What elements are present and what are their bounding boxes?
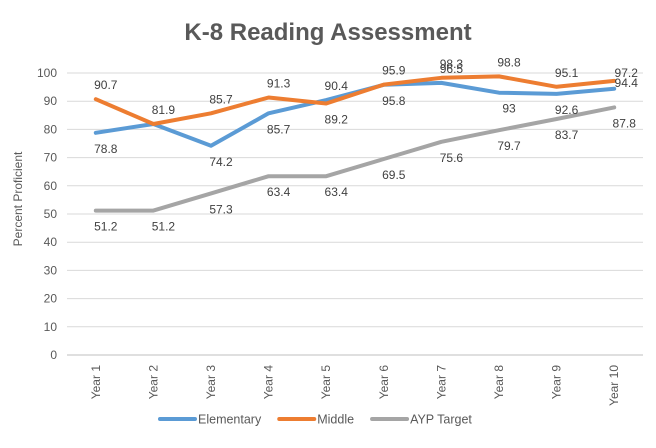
data-label-ayp-target: 69.5	[382, 168, 406, 182]
y-tick-label: 90	[44, 94, 58, 108]
x-tick-label: Year 5	[319, 365, 333, 400]
data-label-middle: 89.2	[325, 112, 349, 126]
data-label-elementary: 93	[502, 102, 516, 116]
data-label-elementary: 92.6	[555, 103, 579, 117]
data-label-elementary: 95.8	[382, 94, 406, 108]
y-tick-label: 0	[50, 348, 57, 362]
y-tick-label: 30	[44, 263, 58, 277]
data-label-ayp-target: 83.7	[555, 128, 579, 142]
y-tick-label: 40	[44, 235, 58, 249]
legend-label-elementary: Elementary	[198, 413, 262, 427]
data-label-ayp-target: 75.6	[440, 151, 464, 165]
data-label-ayp-target: 57.3	[209, 202, 233, 216]
data-label-ayp-target: 51.2	[152, 220, 176, 234]
data-label-elementary: 94.4	[615, 76, 639, 90]
data-label-elementary: 74.2	[209, 155, 233, 169]
series-line-middle	[93, 74, 617, 126]
x-axis-ticks: Year 1 Year 2 Year 3 Year 4 Year 5 Year 6 Year…	[89, 365, 621, 406]
data-label-ayp-target: 63.4	[325, 185, 349, 199]
data-label-elementary: 78.8	[94, 142, 118, 156]
data-label-elementary: 96.5	[440, 62, 464, 76]
y-tick-label: 100	[37, 66, 57, 80]
y-tick-label: 80	[44, 122, 58, 136]
y-axis-ticks: 0 10 20 30 40 50 60 70 80 90 100	[37, 66, 57, 362]
y-tick-label: 60	[44, 179, 58, 193]
data-label-middle: 97.2	[615, 66, 639, 80]
x-tick-label: Year 9	[550, 365, 564, 400]
data-label-middle: 95.9	[382, 64, 406, 78]
gridlines	[67, 72, 643, 356]
y-tick-label: 10	[44, 320, 58, 334]
legend-label-ayp-target: AYP Target	[410, 413, 472, 427]
x-tick-label: Year 3	[204, 365, 218, 400]
y-axis-label: Percent Proficient	[11, 151, 25, 246]
data-label-elementary: 90.4	[325, 79, 349, 93]
x-tick-label: Year 8	[492, 365, 506, 400]
data-label-ayp-target: 63.4	[267, 185, 291, 199]
data-label-elementary: 81.9	[152, 103, 176, 117]
series-lines	[93, 74, 617, 213]
data-label-middle: 90.7	[94, 78, 118, 92]
data-label-elementary: 85.7	[267, 122, 291, 136]
x-tick-label: Year 4	[262, 365, 276, 400]
data-labels: 78.8 81.9 74.2 85.7 90.4 95.8 96.5 93 92.6 94.4 90…	[94, 55, 638, 233]
chart-title: K-8 Reading Assessment	[184, 19, 471, 46]
legend: Elementary Middle AYP Target	[158, 413, 472, 427]
y-tick-label: 50	[44, 207, 58, 221]
y-tick-label: 20	[44, 292, 58, 306]
x-tick-label: Year 1	[89, 365, 103, 400]
data-label-middle: 98.3	[440, 57, 464, 71]
x-tick-label: Year 7	[434, 365, 448, 400]
data-label-ayp-target: 51.2	[94, 220, 118, 234]
x-tick-label: Year 2	[146, 365, 160, 400]
data-label-middle: 95.1	[555, 66, 579, 80]
data-label-ayp-target: 87.8	[613, 116, 637, 130]
legend-label-middle: Middle	[317, 413, 354, 427]
y-tick-label: 70	[44, 151, 58, 165]
data-label-middle: 85.7	[209, 92, 233, 106]
data-label-ayp-target: 79.7	[497, 139, 521, 153]
data-label-middle: 98.8	[497, 55, 521, 69]
series-line-ayp-target	[93, 105, 617, 213]
x-tick-label: Year 6	[377, 365, 391, 400]
data-label-middle: 91.3	[267, 77, 291, 91]
x-tick-label: Year 10	[607, 365, 621, 406]
